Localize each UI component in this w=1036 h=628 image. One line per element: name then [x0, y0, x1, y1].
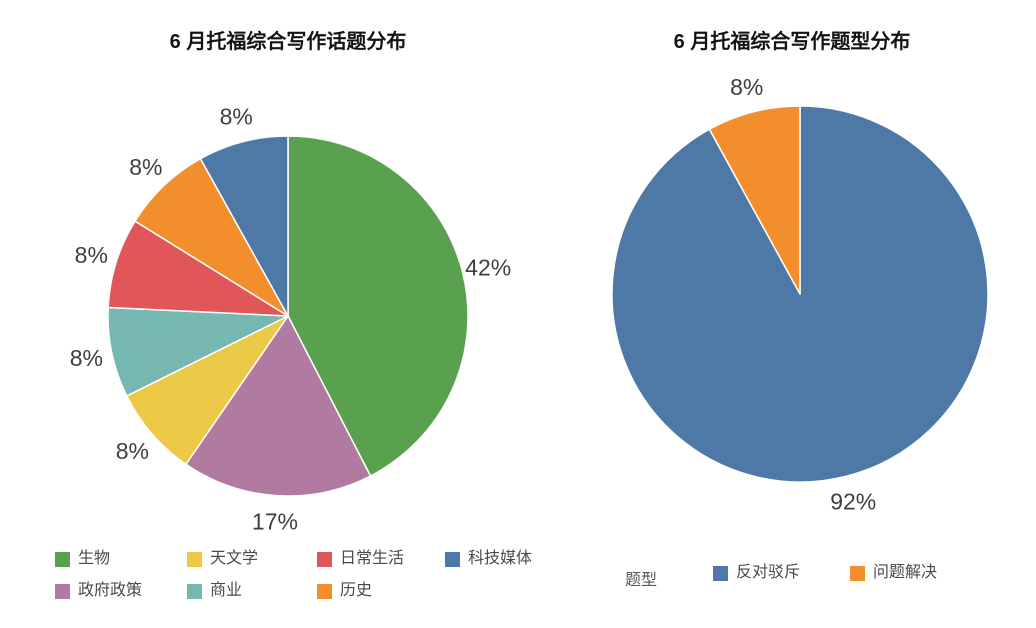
- right-chart-title: 6 月托福综合写作题型分布: [673, 31, 911, 53]
- legend-label: 历史: [340, 582, 373, 599]
- pie-slice: [199, 135, 289, 317]
- legend-label: 科技媒体: [468, 550, 533, 567]
- slice-percent-label: 8%: [220, 104, 253, 130]
- topic-pie: 42% 17% 8% 8% 8% 8% 8%: [70, 104, 511, 535]
- legend-label: 生物: [78, 550, 111, 567]
- slice-percent-label: 8%: [730, 74, 763, 100]
- slice-percent-label: 8%: [75, 242, 108, 268]
- legend-item: 天文学: [187, 550, 258, 568]
- legend-item: 生物: [55, 550, 110, 568]
- pie-slice: [134, 157, 289, 317]
- legend-swatch: [317, 551, 332, 567]
- pie-slice: [107, 306, 289, 397]
- pie-slice: [185, 315, 372, 497]
- legend-item: 反对驳斥: [713, 564, 800, 582]
- legend-swatch: [55, 583, 70, 599]
- legend-swatch: [850, 565, 865, 581]
- type-pie: 92% 8%: [611, 74, 989, 514]
- legend-swatch: [187, 551, 202, 567]
- legend-item: 科技媒体: [445, 550, 532, 568]
- legend-item: 政府政策: [55, 582, 142, 600]
- legend-swatch: [317, 583, 332, 599]
- legend-swatch: [445, 551, 460, 567]
- legend-item: 问题解决: [850, 564, 937, 582]
- legend-item: 商业: [187, 582, 242, 600]
- slice-percent-label: 17%: [252, 509, 298, 535]
- legend-label: 天文学: [210, 550, 259, 567]
- legend-item: 历史: [317, 582, 372, 600]
- pie-slice: [287, 135, 469, 477]
- legend-swatch: [187, 583, 202, 599]
- pie-slice: [708, 105, 801, 295]
- right-legend-title: 题型: [625, 572, 658, 589]
- legend-label: 商业: [210, 582, 243, 599]
- legend-item: 日常生活: [317, 550, 404, 568]
- legend-label: 问题解决: [873, 564, 938, 581]
- slice-percent-label: 8%: [70, 345, 103, 371]
- slice-percent-label: 92%: [830, 488, 876, 514]
- legend-label: 反对驳斥: [736, 564, 801, 581]
- legend-swatch: [55, 551, 70, 567]
- left-chart-title: 6 月托福综合写作话题分布: [169, 31, 407, 53]
- slice-percent-label: 8%: [116, 438, 149, 464]
- legend-label: 政府政策: [78, 582, 143, 599]
- pie-slice: [107, 220, 289, 317]
- pie-slice: [125, 315, 289, 466]
- legend-swatch: [713, 565, 728, 581]
- slice-percent-label: 8%: [129, 154, 162, 180]
- slice-percent-label: 42%: [465, 254, 511, 280]
- legend-label: 日常生活: [340, 550, 405, 567]
